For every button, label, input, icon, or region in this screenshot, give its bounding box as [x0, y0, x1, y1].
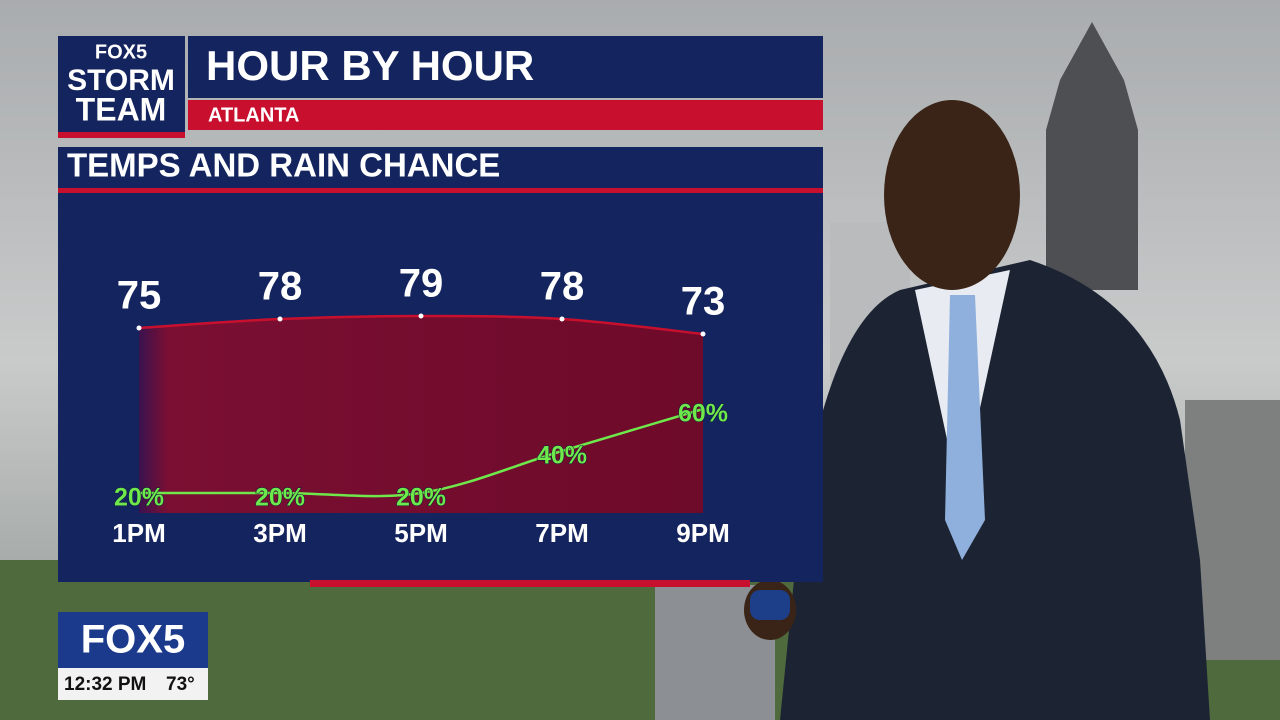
temp-label: 78	[258, 265, 303, 309]
logo-box	[58, 36, 185, 138]
title-bar	[188, 36, 823, 98]
temp-label: 79	[399, 262, 444, 306]
title: HOUR BY HOUR	[206, 42, 534, 89]
temp-point	[700, 331, 706, 337]
temp-point	[418, 313, 424, 319]
bug-logo-box	[58, 612, 208, 668]
chart-title: TEMPS AND RAIN CHANCE	[67, 147, 500, 184]
location: ATLANTA	[208, 104, 299, 126]
rain-label: 20%	[396, 484, 446, 512]
temp-point	[559, 316, 565, 322]
x-tick-label: 3PM	[253, 518, 306, 548]
temp-label: 78	[540, 265, 585, 309]
x-tick-label: 5PM	[394, 518, 447, 548]
chart-title-stripe	[58, 188, 823, 193]
rain-label: 60%	[678, 400, 728, 428]
temp-point	[277, 316, 283, 322]
bug-time: 12:32 PM	[64, 674, 146, 695]
rain-label: 40%	[537, 442, 587, 470]
clicker	[750, 590, 790, 620]
temp-label: 75	[117, 274, 162, 318]
x-tick-label: 9PM	[676, 518, 729, 548]
rain-line	[138, 407, 704, 498]
panel-stripe	[310, 580, 750, 587]
rain-label: 20%	[114, 484, 164, 512]
logo-stripe	[58, 132, 185, 138]
temp-label: 73	[681, 280, 726, 324]
rain-label: 20%	[255, 484, 305, 512]
logo-text: FOX5	[95, 41, 147, 63]
logo-text: STORM	[67, 64, 175, 97]
x-tick-label: 1PM	[112, 518, 165, 548]
bug-temp: 73°	[166, 674, 195, 695]
presenter-head	[884, 100, 1020, 290]
logo-text: TEAM	[76, 91, 167, 127]
bug-info-box	[58, 668, 208, 700]
building	[1046, 22, 1138, 290]
presenter-suit	[780, 260, 1210, 720]
presenter-tie	[945, 295, 985, 560]
location-bar	[188, 100, 823, 130]
temp-area	[139, 316, 703, 513]
temp-point	[136, 325, 142, 331]
x-tick-label: 7PM	[535, 518, 588, 548]
bug-logo: FOX5	[81, 618, 185, 662]
chart: 75 78 79 78 73 20% 20% 20% 40% 60% 1PM 3PM 5PM 7PM 9PM	[112, 262, 729, 548]
